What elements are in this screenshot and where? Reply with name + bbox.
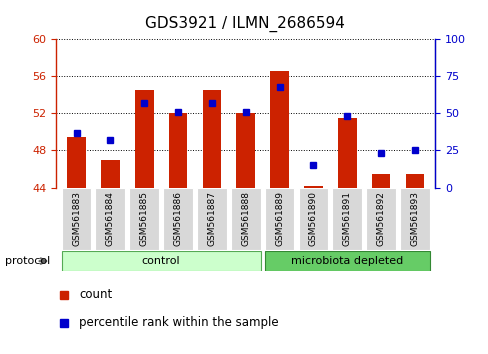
Text: GSM561890: GSM561890 bbox=[308, 191, 317, 246]
Bar bbox=[61, 188, 91, 250]
Text: GSM561889: GSM561889 bbox=[274, 191, 284, 246]
Bar bbox=[304, 186, 322, 188]
Text: protocol: protocol bbox=[5, 256, 50, 266]
Bar bbox=[337, 118, 356, 188]
Bar bbox=[405, 174, 424, 188]
Bar bbox=[371, 174, 389, 188]
Bar bbox=[270, 72, 288, 188]
Bar bbox=[129, 188, 159, 250]
Text: GSM561892: GSM561892 bbox=[376, 191, 385, 246]
Text: control: control bbox=[142, 256, 180, 266]
Bar bbox=[332, 188, 362, 250]
Bar bbox=[298, 188, 327, 250]
Text: GSM561887: GSM561887 bbox=[207, 191, 216, 246]
Text: GDS3921 / ILMN_2686594: GDS3921 / ILMN_2686594 bbox=[144, 16, 344, 32]
Bar bbox=[197, 188, 226, 250]
Bar bbox=[95, 188, 125, 250]
Bar bbox=[101, 160, 120, 188]
Text: microbiota depleted: microbiota depleted bbox=[290, 256, 403, 266]
Bar bbox=[61, 251, 260, 271]
Text: percentile rank within the sample: percentile rank within the sample bbox=[79, 316, 278, 330]
Bar bbox=[230, 188, 260, 250]
Text: GSM561893: GSM561893 bbox=[409, 191, 419, 246]
Text: GSM561883: GSM561883 bbox=[72, 191, 81, 246]
Bar bbox=[236, 113, 255, 188]
Bar bbox=[366, 188, 395, 250]
Bar bbox=[163, 188, 193, 250]
Text: GSM561888: GSM561888 bbox=[241, 191, 250, 246]
Bar bbox=[67, 137, 86, 188]
Text: GSM561886: GSM561886 bbox=[173, 191, 182, 246]
Text: GSM561885: GSM561885 bbox=[140, 191, 148, 246]
Bar bbox=[135, 90, 153, 188]
Bar bbox=[264, 251, 429, 271]
Text: GSM561884: GSM561884 bbox=[106, 191, 115, 246]
Text: GSM561891: GSM561891 bbox=[342, 191, 351, 246]
Bar bbox=[399, 188, 429, 250]
Bar bbox=[202, 90, 221, 188]
Bar bbox=[168, 113, 187, 188]
Text: count: count bbox=[79, 288, 112, 301]
Bar bbox=[264, 188, 294, 250]
